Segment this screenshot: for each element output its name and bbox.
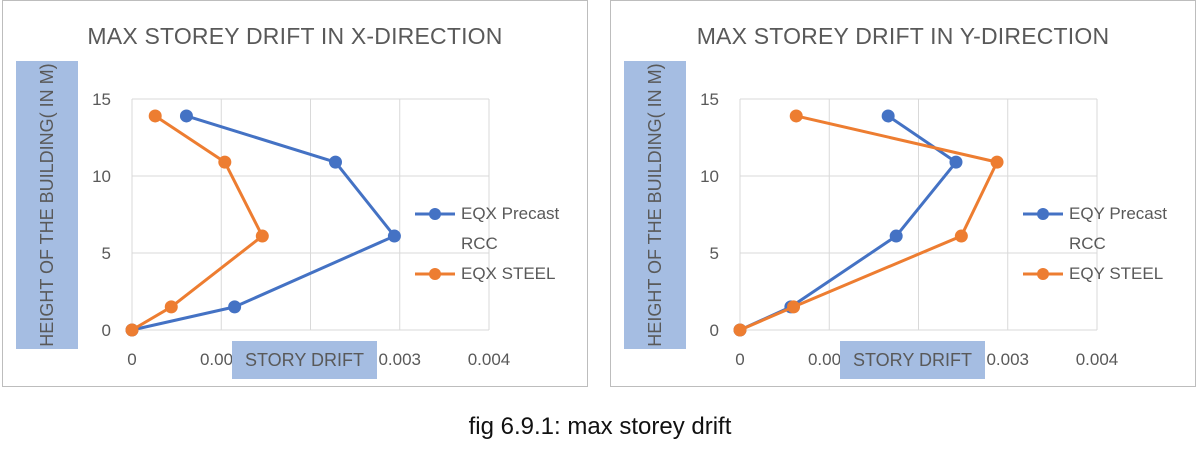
data-point <box>949 155 963 169</box>
legend-swatch-blue <box>1023 208 1063 220</box>
data-point <box>733 323 747 337</box>
data-point <box>954 229 968 243</box>
data-point <box>787 300 801 314</box>
legend-label: EQX Precast RCC <box>461 204 560 253</box>
chart-title: MAX STOREY DRIFT IN X-DIRECTION <box>87 23 503 49</box>
data-point <box>255 229 269 243</box>
y-tick-label: 15 <box>700 90 719 109</box>
series-line <box>131 114 396 332</box>
y-tick-label: 10 <box>92 167 111 186</box>
legend-label: EQY STEEL <box>1069 264 1164 283</box>
y-tick-label: 0 <box>102 321 111 340</box>
x-tick-label: 0.004 <box>468 350 511 369</box>
x-tick-label: 0.003 <box>378 350 421 369</box>
legend-swatch-orange <box>415 268 455 280</box>
y-tick-label: 0 <box>710 321 719 340</box>
x-axis-label: STORY DRIFT <box>840 341 985 379</box>
data-point <box>990 155 1004 169</box>
data-point <box>125 323 139 337</box>
chart-title: MAX STOREY DRIFT IN Y-DIRECTION <box>696 23 1110 49</box>
data-point <box>218 155 232 169</box>
series-line <box>131 114 264 332</box>
y-axis-label-box <box>624 61 686 349</box>
data-point <box>881 109 895 123</box>
legend-label: EQX STEEL <box>461 264 556 283</box>
y-axis-label: HEIGHT OF THE BUILDING( IN M) <box>645 63 665 347</box>
series-line <box>739 114 958 332</box>
data-point <box>164 300 178 314</box>
legend-swatch-orange <box>1023 268 1063 280</box>
data-point <box>889 229 903 243</box>
y-tick-label: 10 <box>700 167 719 186</box>
data-point <box>328 155 342 169</box>
data-point <box>148 109 162 123</box>
legend-label: EQY Precast RCC <box>1069 204 1167 253</box>
figure-caption: fig 6.9.1: max storey drift <box>468 413 732 440</box>
data-point <box>789 109 803 123</box>
y-tick-label: 5 <box>102 244 111 263</box>
x-axis-label: STORY DRIFT <box>232 341 377 379</box>
x-tick-label: 0.003 <box>986 350 1029 369</box>
x-tick-label: 0.001 <box>200 350 243 369</box>
x-tick-label: 0.001 <box>808 350 851 369</box>
x-tick-label: 0 <box>127 350 136 369</box>
y-tick-label: 15 <box>92 90 111 109</box>
x-tick-label: 0 <box>735 350 744 369</box>
data-point <box>228 300 242 314</box>
y-axis-label: HEIGHT OF THE BUILDING( IN M) <box>37 63 57 347</box>
x-tick-label: 0.004 <box>1076 350 1119 369</box>
y-tick-label: 5 <box>710 244 719 263</box>
series-line <box>739 114 999 332</box>
y-axis-label-box <box>16 61 78 349</box>
legend-swatch-blue <box>415 208 455 220</box>
data-point <box>179 109 193 123</box>
data-point <box>387 229 401 243</box>
